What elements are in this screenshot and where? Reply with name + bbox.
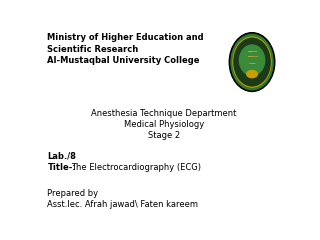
Ellipse shape [233, 37, 271, 87]
Ellipse shape [231, 34, 273, 90]
Ellipse shape [234, 38, 270, 86]
Text: ━━━━━: ━━━━━ [247, 55, 257, 60]
Text: Stage 2: Stage 2 [148, 131, 180, 140]
Text: ━━━━: ━━━━ [247, 50, 257, 54]
Text: Al-Mustaqbal University College: Al-Mustaqbal University College [47, 56, 200, 65]
Ellipse shape [229, 33, 275, 91]
Text: Title-:: Title-: [47, 163, 76, 172]
Text: ━━━━: ━━━━ [249, 62, 255, 66]
Text: The Electrocardiography (ECG): The Electrocardiography (ECG) [71, 163, 201, 172]
Text: Anesthesia Technique Department: Anesthesia Technique Department [91, 109, 237, 118]
Text: Scientific Research: Scientific Research [47, 44, 139, 54]
Text: Prepared by: Prepared by [47, 189, 99, 198]
Text: Lab./8: Lab./8 [47, 152, 76, 161]
Ellipse shape [239, 45, 265, 75]
Text: Ministry of Higher Education and: Ministry of Higher Education and [47, 33, 204, 42]
Text: Medical Physiology: Medical Physiology [124, 120, 204, 129]
Ellipse shape [247, 71, 257, 78]
Text: Asst.lec. Afrah jawad\ Faten kareem: Asst.lec. Afrah jawad\ Faten kareem [47, 200, 198, 209]
